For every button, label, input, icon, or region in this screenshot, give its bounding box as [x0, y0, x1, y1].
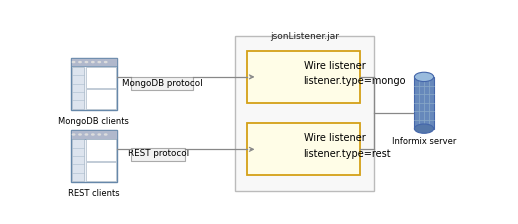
Circle shape	[92, 134, 94, 135]
FancyBboxPatch shape	[131, 148, 185, 161]
FancyBboxPatch shape	[248, 123, 360, 175]
Text: REST protocol: REST protocol	[128, 149, 189, 159]
FancyBboxPatch shape	[72, 139, 84, 181]
Text: MongoDB protocol: MongoDB protocol	[122, 79, 203, 88]
FancyBboxPatch shape	[414, 77, 434, 129]
Circle shape	[85, 134, 88, 135]
Text: MongoDB clients: MongoDB clients	[58, 116, 129, 126]
Circle shape	[73, 134, 75, 135]
FancyBboxPatch shape	[72, 67, 84, 109]
FancyBboxPatch shape	[235, 35, 374, 191]
FancyBboxPatch shape	[71, 58, 117, 110]
Text: REST clients: REST clients	[68, 189, 120, 198]
Text: jsonListener.jar: jsonListener.jar	[270, 32, 339, 41]
FancyBboxPatch shape	[71, 58, 117, 66]
Text: listener.type=mongo: listener.type=mongo	[304, 76, 406, 86]
Text: Wire listener: Wire listener	[304, 61, 365, 71]
FancyBboxPatch shape	[85, 89, 116, 109]
Text: Informix server: Informix server	[392, 137, 456, 146]
FancyBboxPatch shape	[85, 67, 116, 88]
Text: Wire listener: Wire listener	[304, 133, 365, 143]
Circle shape	[79, 134, 81, 135]
FancyBboxPatch shape	[131, 77, 193, 90]
Circle shape	[105, 134, 107, 135]
FancyBboxPatch shape	[85, 139, 116, 161]
FancyBboxPatch shape	[71, 130, 117, 182]
Circle shape	[98, 134, 100, 135]
FancyBboxPatch shape	[71, 130, 117, 139]
Ellipse shape	[414, 72, 434, 82]
Ellipse shape	[414, 124, 434, 133]
FancyBboxPatch shape	[248, 51, 360, 103]
FancyBboxPatch shape	[85, 162, 116, 181]
Text: listener.type=rest: listener.type=rest	[304, 149, 391, 159]
